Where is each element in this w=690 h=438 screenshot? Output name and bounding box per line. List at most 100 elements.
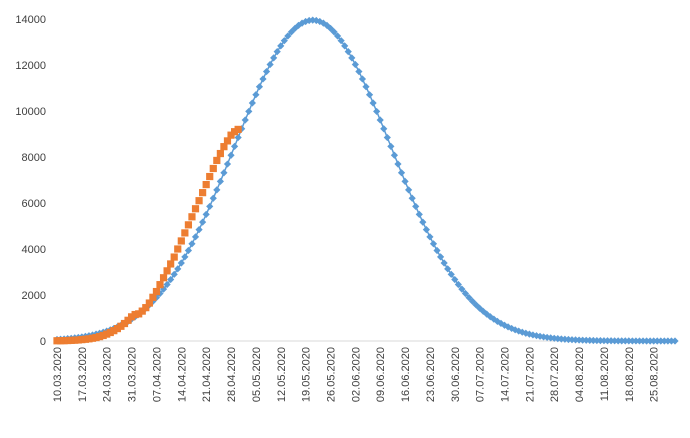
y-axis-labels: 0 2000 4000 6000 8000 10000 12000 14000 xyxy=(15,14,46,348)
model-point xyxy=(163,280,171,289)
model-point xyxy=(451,275,459,284)
y-tick-label: 4000 xyxy=(22,244,46,256)
observed-point xyxy=(206,172,214,181)
x-tick-label: 21.07.2020 xyxy=(524,347,536,402)
y-tick-label: 6000 xyxy=(22,198,46,210)
model-point xyxy=(394,160,402,168)
x-tick-label: 04.08.2020 xyxy=(574,347,586,402)
observed-point xyxy=(159,274,168,282)
observed-point xyxy=(142,304,150,312)
model-point xyxy=(369,99,377,107)
model-point xyxy=(188,240,196,248)
model-point xyxy=(241,116,249,124)
observed-point xyxy=(177,237,185,245)
x-tick-label: 02.06.2020 xyxy=(350,347,362,402)
x-axis-labels: 10.03.2020 17.03.2020 24.03.2020 31.03.2020… xyxy=(52,347,661,402)
model-point xyxy=(216,177,224,186)
model-point xyxy=(206,202,214,211)
x-tick-label: 28.07.2020 xyxy=(549,347,561,402)
model-point xyxy=(223,160,232,168)
observed-point xyxy=(174,245,182,253)
model-point xyxy=(294,21,303,30)
observed-point xyxy=(220,143,228,151)
observed-point xyxy=(195,197,203,205)
model-point xyxy=(181,253,189,261)
model-point xyxy=(266,60,274,69)
model-point xyxy=(270,54,278,62)
model-point xyxy=(561,335,569,343)
model-point xyxy=(547,334,555,342)
model-point xyxy=(557,335,565,343)
model-point xyxy=(436,253,445,261)
model-point xyxy=(390,151,399,159)
model-point xyxy=(319,19,327,27)
model-point xyxy=(174,265,182,273)
observed-point xyxy=(181,229,189,237)
model-point xyxy=(355,67,363,76)
model-point xyxy=(365,91,374,99)
model-point xyxy=(589,336,597,345)
x-tick-label: 14.07.2020 xyxy=(500,347,512,402)
observed-point xyxy=(209,164,217,173)
model-point xyxy=(287,28,296,36)
model-line xyxy=(56,19,675,342)
model-point xyxy=(167,275,175,284)
x-tick-label: 12.05.2020 xyxy=(276,347,288,402)
model-point xyxy=(515,327,523,335)
model-point xyxy=(529,331,537,339)
model-point xyxy=(252,91,260,99)
model-point xyxy=(341,42,349,50)
model-point xyxy=(397,169,406,177)
model-point xyxy=(362,83,370,91)
model-point xyxy=(543,333,551,342)
x-tick-label: 25.08.2020 xyxy=(649,347,661,402)
model-point xyxy=(262,67,271,76)
model-point xyxy=(202,210,210,218)
model-point xyxy=(539,333,548,341)
model-point xyxy=(429,240,438,248)
observed-point xyxy=(213,156,221,165)
x-tick-label: 17.03.2020 xyxy=(77,347,89,402)
observed-point xyxy=(199,189,207,197)
model-point xyxy=(330,28,338,36)
model-point xyxy=(373,107,381,116)
observed-point xyxy=(163,267,171,275)
model-point xyxy=(486,313,494,321)
model-point xyxy=(230,142,239,150)
observed-point xyxy=(152,287,161,296)
model-point xyxy=(195,226,203,234)
model-point xyxy=(199,218,207,226)
model-point xyxy=(358,75,367,83)
model-point xyxy=(468,297,477,305)
model-point xyxy=(234,133,242,142)
model-point xyxy=(532,332,541,340)
model-point xyxy=(422,226,430,234)
model-point xyxy=(412,202,420,211)
observed-point xyxy=(184,221,193,229)
model-point xyxy=(426,233,434,241)
model-point xyxy=(220,169,228,177)
model-point xyxy=(571,336,580,344)
model-point xyxy=(586,336,594,345)
x-tick-label: 28.04.2020 xyxy=(226,347,238,402)
y-tick-label: 2000 xyxy=(22,290,46,302)
observed-point xyxy=(234,125,242,133)
model-point xyxy=(284,32,292,40)
y-tick-label: 8000 xyxy=(22,152,46,164)
model-point xyxy=(419,218,427,226)
observed-point xyxy=(191,205,200,213)
x-tick-label: 05.05.2020 xyxy=(251,347,263,402)
model-point xyxy=(483,310,491,318)
x-tick-label: 18.08.2020 xyxy=(624,347,636,402)
model-point xyxy=(170,270,178,278)
observed-point xyxy=(223,137,232,145)
model-point xyxy=(493,317,502,325)
model-point xyxy=(316,17,324,26)
model-point xyxy=(444,265,452,273)
x-tick-label: 23.06.2020 xyxy=(425,347,437,402)
model-point xyxy=(461,289,470,298)
model-point xyxy=(309,16,317,24)
model-point xyxy=(447,270,455,278)
